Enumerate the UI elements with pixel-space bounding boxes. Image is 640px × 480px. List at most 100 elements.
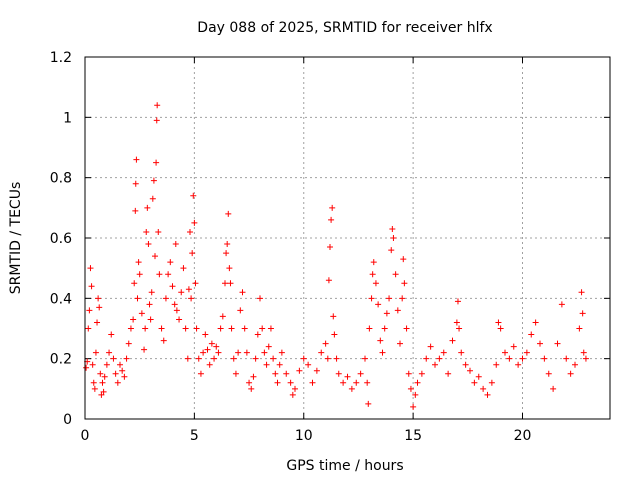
data-point — [348, 385, 355, 392]
data-point — [155, 228, 162, 235]
chart-title: Day 088 of 2025, SRMTID for receiver hlf… — [197, 20, 492, 36]
data-point — [254, 331, 261, 338]
data-point — [383, 310, 390, 317]
data-point — [582, 355, 589, 362]
data-point — [340, 379, 347, 386]
data-point — [185, 286, 192, 293]
data-point — [217, 325, 224, 332]
data-point — [204, 346, 211, 353]
data-point — [331, 331, 338, 338]
data-point — [365, 400, 372, 407]
data-point — [257, 295, 263, 302]
x-axis-title: GPS time / hours — [286, 458, 403, 474]
data-point — [296, 367, 303, 374]
data-point — [150, 177, 157, 184]
data-point — [154, 102, 161, 109]
x-tick-label: 10 — [295, 428, 313, 444]
data-point — [497, 325, 504, 332]
data-point — [390, 235, 397, 241]
data-point — [375, 301, 382, 308]
data-point — [329, 204, 336, 211]
data-point — [237, 307, 244, 314]
data-point — [372, 280, 379, 287]
data-point — [85, 325, 92, 332]
data-point — [502, 349, 508, 356]
data-point — [532, 319, 539, 326]
data-point — [248, 385, 255, 392]
data-point — [95, 295, 102, 302]
data-point — [94, 319, 101, 326]
data-point — [467, 367, 473, 374]
data-point — [173, 307, 180, 314]
data-point — [335, 370, 342, 377]
data-point — [112, 370, 119, 377]
data-point — [292, 385, 298, 392]
data-point — [100, 388, 107, 395]
data-point — [401, 280, 408, 287]
data-point — [389, 225, 396, 232]
data-point — [180, 265, 187, 272]
data-point — [528, 331, 535, 338]
data-point — [370, 259, 377, 266]
data-point — [580, 349, 587, 356]
data-point — [213, 343, 220, 350]
data-point — [287, 379, 294, 386]
data-point — [558, 301, 565, 308]
data-point — [267, 325, 274, 332]
data-point — [87, 265, 94, 272]
data-point — [184, 355, 191, 362]
data-point — [462, 361, 469, 368]
data-point — [190, 192, 197, 199]
data-point — [228, 325, 235, 332]
data-point — [136, 271, 143, 278]
data-point — [215, 349, 222, 356]
data-point — [270, 355, 277, 362]
data-point — [88, 283, 95, 290]
data-point — [189, 250, 196, 257]
data-point — [192, 280, 199, 287]
data-point — [171, 301, 178, 308]
data-point — [403, 325, 410, 332]
data-point — [134, 295, 141, 302]
y-axis-title: SRMTID / TECUs — [8, 182, 24, 295]
data-point — [125, 340, 132, 347]
data-point — [225, 210, 232, 217]
data-point — [144, 204, 151, 211]
data-point — [235, 349, 242, 356]
data-point — [368, 295, 375, 302]
data-point — [135, 259, 142, 266]
data-point — [377, 337, 384, 344]
data-point — [156, 271, 163, 278]
data-point — [327, 244, 333, 251]
data-point — [158, 325, 165, 332]
data-point — [305, 361, 312, 368]
data-point — [313, 367, 320, 374]
data-point — [252, 355, 259, 362]
data-point — [410, 403, 417, 410]
data-point — [133, 156, 140, 163]
data-point — [176, 316, 183, 323]
data-point — [379, 349, 386, 356]
y-tick-label: 0.2 — [50, 352, 72, 368]
data-point — [141, 346, 148, 353]
data-point — [353, 379, 360, 386]
data-point — [138, 310, 145, 317]
data-point — [153, 159, 160, 166]
data-point — [397, 340, 403, 347]
data-point — [449, 337, 456, 344]
x-tick-label: 20 — [514, 428, 532, 444]
grid-lines — [85, 57, 610, 419]
data-point — [98, 391, 105, 398]
data-point — [414, 379, 421, 386]
data-point — [195, 355, 202, 362]
data-point — [576, 325, 583, 332]
data-point — [289, 391, 296, 398]
x-tick-labels: 0 5 10 15 20 — [81, 428, 532, 444]
data-point — [318, 349, 325, 356]
data-point — [232, 370, 239, 377]
data-point — [541, 355, 548, 362]
data-point — [394, 307, 401, 314]
data-point — [274, 379, 281, 386]
data-point — [407, 385, 414, 392]
